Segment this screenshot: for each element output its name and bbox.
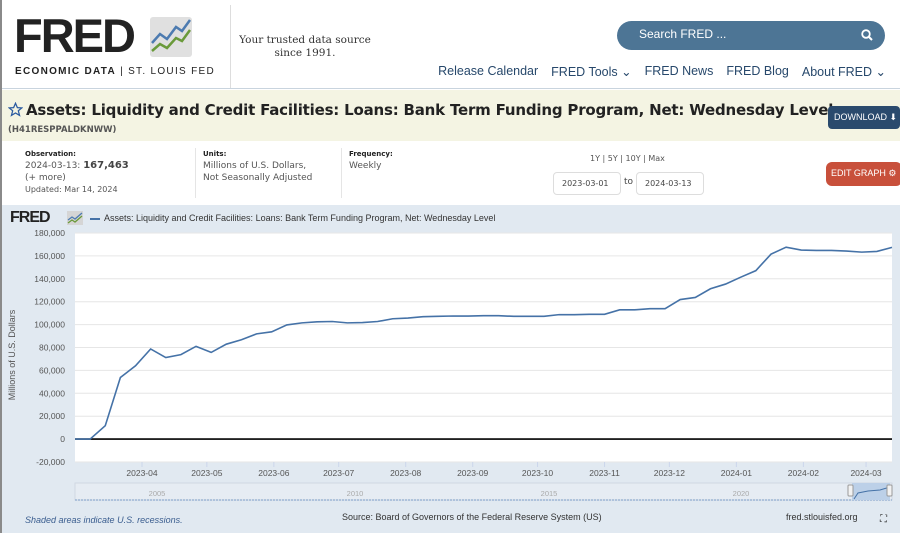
star-icon[interactable]: [8, 102, 23, 117]
navigator-label: 2010: [347, 489, 364, 498]
chart-fred-logo: FRED: [10, 209, 51, 226]
units-block: Units: Millions of U.S. Dollars, Not Sea…: [203, 150, 312, 184]
x-tick-label: 2024-02: [788, 468, 819, 478]
fred-logo-chart-icon: [150, 17, 192, 57]
edit-graph-label: EDIT GRAPH: [831, 168, 886, 178]
observation-date: 2024-03-13:: [25, 161, 81, 171]
y-tick-label: 20,000: [39, 411, 65, 421]
x-tick-label: 2024-03: [850, 468, 881, 478]
y-tick-label: 100,000: [34, 320, 65, 330]
search-input[interactable]: Search FRED ...: [617, 21, 885, 50]
site-link[interactable]: fred.stlouisfed.org: [786, 512, 858, 522]
more-observations-link[interactable]: (+ more): [25, 173, 66, 183]
source-text[interactable]: Source: Board of Governors of the Federa…: [342, 512, 602, 522]
info-divider: [341, 148, 342, 198]
search-icon[interactable]: [861, 29, 873, 41]
range-shortcuts[interactable]: 1Y | 5Y | 10Y | Max: [590, 154, 665, 163]
legend-swatch: [90, 218, 100, 220]
series-title: Assets: Liquidity and Credit Facilities:…: [26, 101, 834, 119]
logo-sub-sep: |: [120, 66, 124, 77]
y-tick-label: 180,000: [34, 228, 65, 238]
series-title-bar: [2, 90, 900, 141]
y-tick-label: 140,000: [34, 274, 65, 284]
observation-block: Observation: 2024-03-13: 167,463 (+ more…: [25, 150, 129, 196]
x-tick-label: 2023-09: [457, 468, 488, 478]
navigator-label: 2015: [541, 489, 558, 498]
logo-text: FRED: [14, 9, 136, 62]
x-tick-label: 2023-08: [390, 468, 421, 478]
fred-logo[interactable]: FRED: [14, 9, 136, 62]
updated-date: Updated: Mar 14, 2024: [25, 185, 118, 194]
nav-fred-news[interactable]: FRED News: [644, 64, 714, 78]
observation-label: Observation:: [25, 150, 76, 158]
y-tick-label: 120,000: [34, 297, 65, 307]
navigator-selection: [852, 483, 890, 500]
end-date-input[interactable]: 2024-03-13: [636, 172, 704, 195]
info-divider: [195, 148, 196, 198]
nav-about-fred[interactable]: About FRED ⌄: [801, 65, 886, 79]
main-nav: Release Calendar FRED Tools ⌄ FRED News …: [438, 64, 886, 79]
x-tick-label: 2023-11: [589, 468, 620, 478]
series-line: [75, 246, 893, 440]
legend-label: Assets: Liquidity and Credit Facilities:…: [104, 213, 496, 223]
x-tick-label: 2023-05: [191, 468, 222, 478]
frequency-block: Frequency: Weekly: [349, 150, 393, 172]
header-divider: [230, 5, 231, 88]
y-tick-label: -20,000: [36, 457, 65, 467]
x-tick-label: 2023-07: [323, 468, 354, 478]
x-tick-label: 2023-04: [126, 468, 157, 478]
y-tick-label: 60,000: [39, 365, 65, 375]
download-icon: ⬇: [889, 112, 898, 122]
x-tick-label: 2024-01: [721, 468, 752, 478]
navigator-handle[interactable]: [847, 484, 854, 497]
observation-value: 167,463: [83, 160, 129, 171]
logo-sub-b: ST. LOUIS FED: [128, 66, 215, 77]
y-tick-label: 40,000: [39, 388, 65, 398]
x-tick-label: 2023-06: [258, 468, 289, 478]
navigator-label: 2020: [733, 489, 750, 498]
edit-graph-button[interactable]: EDIT GRAPH ⚙: [826, 162, 900, 186]
frequency-value: Weekly: [349, 161, 382, 171]
search-placeholder: Search FRED ...: [639, 27, 727, 41]
start-date-input[interactable]: 2023-03-01: [553, 172, 621, 195]
date-to-label: to: [624, 177, 634, 187]
x-tick-label: 2023-10: [522, 468, 553, 478]
units-line-2: Not Seasonally Adjusted: [203, 173, 313, 183]
nav-fred-tools[interactable]: FRED Tools ⌄: [551, 65, 632, 79]
download-label: DOWNLOAD: [834, 112, 888, 122]
y-axis-label: Millions of U.S. Dollars: [7, 309, 17, 401]
navigator-label: 2005: [149, 489, 166, 498]
logo-subtitle: ECONOMIC DATA | ST. LOUIS FED: [15, 66, 215, 77]
units-line-1: Millions of U.S. Dollars,: [203, 161, 307, 171]
nav-release-calendar[interactable]: Release Calendar: [438, 64, 539, 78]
units-label: Units:: [203, 150, 227, 158]
recession-note: Shaded areas indicate U.S. recessions.: [25, 515, 183, 525]
navigator-series: [853, 486, 891, 500]
logo-sub-a: ECONOMIC DATA: [15, 66, 116, 77]
x-tick-label: 2023-12: [654, 468, 685, 478]
navigator-handle[interactable]: [886, 484, 893, 497]
nav-fred-blog[interactable]: FRED Blog: [726, 64, 789, 78]
tagline: Your trusted data source since 1991.: [239, 34, 371, 59]
series-id: (H41RESPPALDKNWW): [8, 125, 117, 135]
gear-icon: ⚙: [888, 168, 897, 178]
fullscreen-icon[interactable]: ⛶: [880, 514, 887, 525]
download-button[interactable]: DOWNLOAD ⬇: [828, 106, 900, 129]
navigator: [74, 482, 893, 501]
line-chart[interactable]: -20,000 0 20,000 40,000 60,000 80,000 100,000 1…: [2, 225, 900, 510]
y-tick-label: 80,000: [39, 343, 65, 353]
y-tick-label: 0: [60, 434, 65, 444]
chart-logo-icon: [67, 211, 83, 225]
y-tick-label: 160,000: [34, 251, 65, 261]
frequency-label: Frequency:: [349, 150, 393, 158]
